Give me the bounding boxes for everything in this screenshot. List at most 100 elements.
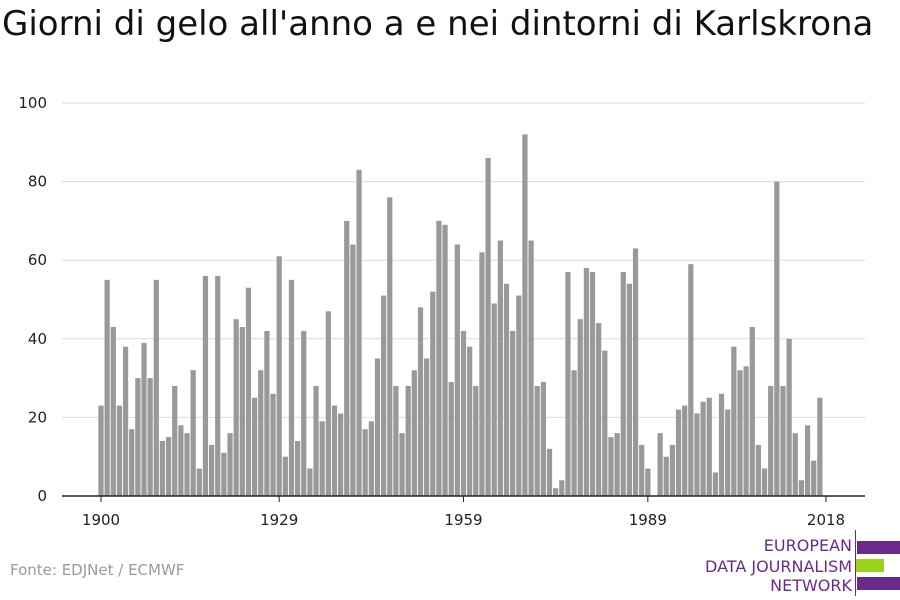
bar — [264, 330, 270, 496]
bar — [233, 319, 239, 496]
bar — [184, 433, 190, 496]
bar — [718, 393, 725, 496]
x-tick-label: 1900 — [82, 511, 120, 529]
bar — [104, 279, 110, 496]
bar — [122, 346, 129, 496]
x-tick-label: 2018 — [807, 511, 845, 529]
bar — [245, 287, 252, 496]
bar — [313, 385, 319, 496]
bar — [270, 393, 276, 496]
bar — [387, 197, 393, 496]
x-tick-labels: 1900 1929 1959 1989 2018 — [82, 511, 845, 529]
bar — [141, 342, 147, 496]
bar — [510, 330, 516, 496]
bar — [344, 220, 350, 496]
bar — [528, 240, 534, 496]
bar — [663, 456, 669, 496]
bar — [350, 244, 356, 496]
bar — [368, 421, 374, 496]
y-tick-label: 80 — [28, 173, 47, 191]
bar — [325, 311, 331, 496]
bar — [153, 279, 159, 496]
bar — [147, 378, 153, 496]
bar — [694, 413, 700, 496]
bar — [491, 303, 497, 496]
bar — [356, 169, 362, 496]
bar — [485, 158, 491, 496]
bar — [190, 370, 196, 496]
bar — [288, 279, 295, 496]
bar — [178, 425, 184, 496]
bar — [768, 385, 774, 496]
bar — [725, 409, 731, 496]
bar — [675, 409, 682, 496]
bar — [614, 433, 620, 496]
bar — [331, 405, 338, 496]
bar — [110, 327, 116, 496]
bar — [172, 385, 178, 496]
bar — [553, 488, 559, 496]
bar — [706, 397, 712, 496]
x-tick-label: 1959 — [444, 511, 482, 529]
bar — [583, 268, 589, 496]
y-tick-label: 40 — [28, 330, 47, 348]
bar — [282, 456, 288, 496]
bar — [460, 330, 467, 496]
bar — [786, 338, 792, 496]
bar — [700, 401, 706, 496]
bar — [798, 480, 805, 496]
y-tick-label: 20 — [28, 408, 47, 426]
bar — [338, 413, 344, 496]
bar — [221, 452, 227, 496]
bar — [405, 385, 411, 496]
bar — [755, 444, 762, 496]
bar — [319, 421, 325, 496]
x-tick-label: 1929 — [260, 511, 298, 529]
bar — [811, 460, 817, 496]
x-tick-label: 1989 — [629, 511, 667, 529]
bar — [761, 468, 768, 496]
bar — [215, 275, 221, 496]
bar — [202, 275, 209, 496]
logo-divider — [855, 530, 856, 596]
bar — [258, 370, 264, 496]
y-tick-label: 0 — [37, 487, 47, 505]
bar — [251, 397, 258, 496]
bar — [473, 385, 479, 496]
logo-line-1: EUROPEAN — [763, 536, 852, 555]
bar — [731, 346, 737, 496]
bar — [424, 358, 430, 496]
bar — [792, 433, 798, 496]
logo-line-3: NETWORK — [770, 576, 852, 595]
bar — [417, 307, 424, 496]
bar — [411, 370, 417, 496]
bar — [497, 240, 503, 496]
bar — [430, 291, 436, 496]
bar — [743, 366, 749, 496]
bar — [749, 327, 755, 496]
bar — [436, 220, 442, 496]
logo-line-2: DATA JOURNALISM — [705, 557, 852, 576]
bar — [589, 271, 596, 496]
bar — [393, 385, 399, 496]
bar — [165, 437, 172, 496]
bar — [239, 327, 245, 496]
bar — [534, 385, 540, 496]
bar — [467, 346, 473, 496]
bar — [559, 480, 565, 496]
bar — [399, 433, 405, 496]
bar — [381, 295, 387, 496]
edjnet-logo: EUROPEAN DATA JOURNALISM NETWORK — [700, 530, 900, 596]
bar — [98, 405, 104, 496]
bar — [669, 444, 676, 496]
bar — [129, 429, 135, 496]
source-note: Fonte: EDJNet / ECMWF — [10, 561, 185, 579]
bar — [442, 224, 448, 496]
bar — [516, 295, 522, 496]
chart-title: Giorni di gelo all'anno a e nei dintorni… — [2, 4, 874, 44]
bar — [479, 252, 485, 496]
bar — [565, 271, 571, 496]
logo-bar-purple-bottom — [857, 577, 900, 590]
bar — [682, 405, 688, 496]
